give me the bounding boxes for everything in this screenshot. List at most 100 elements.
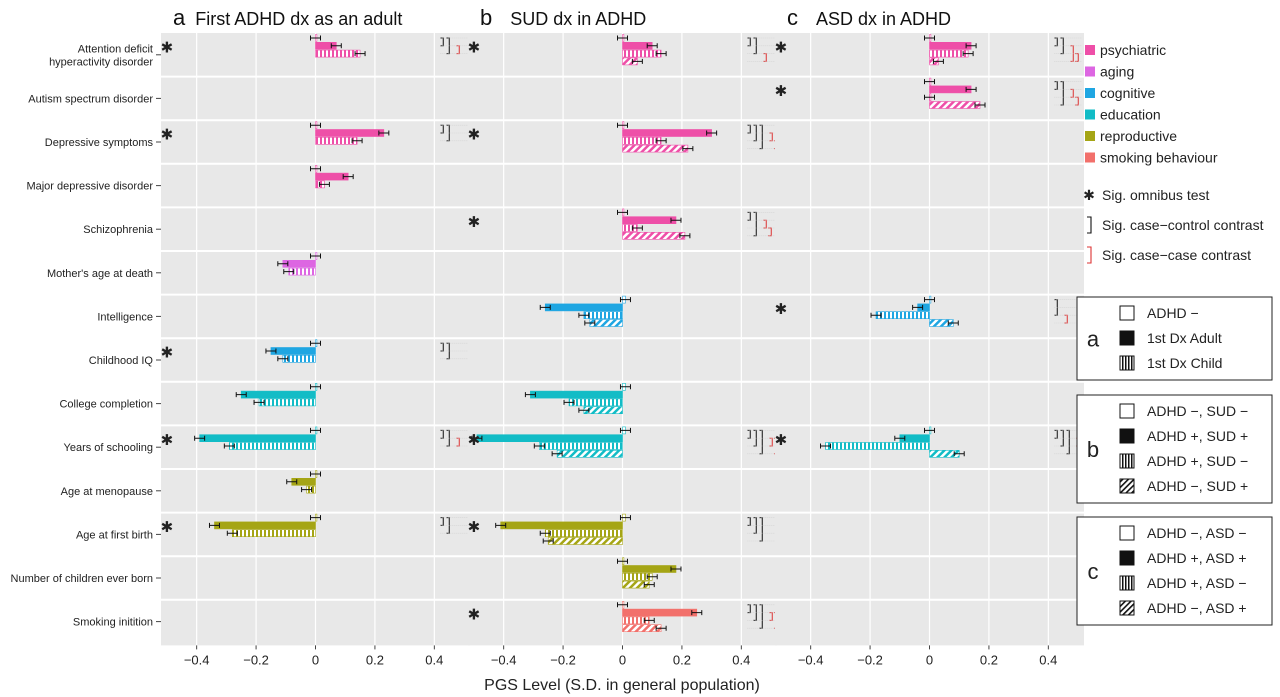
legend-group-label: ADHD +, SUD −	[1147, 453, 1248, 469]
bar	[258, 398, 316, 407]
legend-swatch	[1085, 45, 1095, 55]
error-bar	[924, 427, 935, 433]
case-control-bracket	[440, 342, 444, 352]
x-axis-title: PGS Level (S.D. in general population)	[484, 677, 760, 694]
legend-domain-label: education	[1100, 107, 1161, 123]
bar	[929, 101, 981, 109]
error-bar	[655, 138, 667, 144]
error-bar	[495, 522, 507, 528]
case-control-bracket	[759, 429, 763, 455]
error-bar	[208, 522, 220, 528]
error-bar	[691, 610, 703, 616]
error-bar	[965, 86, 977, 92]
trait-label: College completion	[59, 399, 153, 411]
row-5	[277, 252, 321, 276]
trait-label: Years of schooling	[64, 442, 154, 454]
x-tick-label: 0.4	[425, 652, 443, 667]
error-bar	[310, 35, 321, 41]
case-control-bracket	[1054, 37, 1058, 47]
legend-group-label: ADHD −, SUD +	[1147, 478, 1248, 494]
error-bar	[286, 479, 298, 485]
bar	[214, 521, 316, 530]
x-tick-label: −0.4	[798, 652, 824, 667]
error-bar	[912, 304, 924, 310]
omnibus-star: ✱	[468, 40, 481, 57]
legend-group-label: ADHD −, ASD +	[1147, 600, 1247, 616]
row-0: ✱	[161, 34, 468, 58]
error-bar	[524, 392, 536, 398]
error-bar	[310, 340, 321, 346]
error-bar	[354, 51, 366, 57]
bar	[229, 442, 316, 450]
row-11: ✱	[161, 513, 468, 538]
case-case-bracket	[763, 219, 767, 229]
bar	[622, 608, 698, 617]
case-case-bracket	[769, 437, 773, 447]
case-case-bracket	[1064, 314, 1068, 324]
bar	[622, 144, 689, 153]
panel-c: −0.4 −0.2 0 0.2 0.4 c ASD dx in ADHD ✱ ✱ ✱ ✱	[775, 5, 1085, 667]
omnibus-star: ✱	[468, 519, 481, 536]
legend-domain-label: psychiatric	[1100, 42, 1166, 58]
error-bar	[655, 625, 667, 631]
bar	[240, 390, 316, 399]
x-tick-label: 0.4	[1039, 652, 1057, 667]
legend-swatch	[1085, 152, 1095, 163]
trait-label: Age at first birth	[76, 529, 153, 541]
legend-swatch	[1085, 88, 1095, 98]
error-bar	[578, 407, 590, 413]
error-bar	[617, 122, 628, 128]
bar	[530, 390, 623, 399]
error-bar	[310, 166, 321, 172]
legend-pattern-swatch	[1119, 305, 1135, 321]
bar	[622, 129, 712, 137]
legend-group-letter: b	[1087, 437, 1099, 462]
error-bar	[670, 217, 682, 223]
omnibus-star: ✱	[775, 432, 788, 449]
error-bar	[539, 530, 551, 536]
case-control-bracket	[440, 37, 444, 47]
trait-label: Number of children ever born	[11, 573, 153, 585]
legend-bracket	[1087, 216, 1092, 234]
case-control-bracket	[753, 211, 757, 237]
case-control-bracket	[1066, 429, 1070, 455]
error-bar	[679, 233, 691, 239]
legend-domain-label: smoking behaviour	[1100, 150, 1218, 166]
trait-label: Major depressive disorder	[26, 181, 153, 193]
legend-group-c: c ADHD −, ASD − ADHD +, ASD + ADHD +, ASD −…	[1076, 516, 1273, 626]
error-bar	[310, 384, 321, 390]
bar	[315, 129, 385, 137]
bar	[929, 85, 972, 94]
error-bar	[924, 297, 935, 303]
error-bar	[619, 297, 631, 303]
error-bar	[584, 320, 596, 326]
legend-group-label: 1st Dx Child	[1147, 355, 1222, 371]
legend-pattern-swatch	[1119, 355, 1135, 371]
case-control-bracket	[747, 211, 751, 221]
omnibus-star: ✱	[161, 432, 174, 449]
legend-pattern-swatch	[1119, 600, 1135, 616]
error-bar	[539, 304, 551, 310]
trait-label: Childhood IQ	[89, 355, 154, 367]
error-bar	[953, 451, 965, 457]
legend-pattern-swatch	[1119, 575, 1135, 591]
case-control-bracket	[747, 37, 751, 47]
legend-mark-label: Sig. omnibus test	[1102, 187, 1209, 203]
x-tick-label: −0.2	[243, 652, 269, 667]
error-bar	[617, 209, 628, 215]
error-bar	[924, 94, 935, 100]
error-bar	[265, 348, 277, 354]
row-2: ✱	[161, 121, 468, 145]
error-bar	[310, 122, 321, 128]
case-control-bracket	[1054, 81, 1058, 90]
omnibus-star: ✱	[468, 606, 481, 623]
case-case-bracket	[769, 132, 773, 142]
legend-pattern-swatch	[1119, 550, 1135, 566]
row-4: ✱	[468, 208, 775, 240]
row-7: ✱	[161, 339, 468, 363]
legend-star: ✱	[1083, 187, 1095, 203]
error-bar	[932, 58, 944, 64]
row-1: ✱	[775, 77, 1082, 109]
case-case-bracket	[1070, 88, 1074, 98]
case-case-bracket	[456, 437, 460, 447]
